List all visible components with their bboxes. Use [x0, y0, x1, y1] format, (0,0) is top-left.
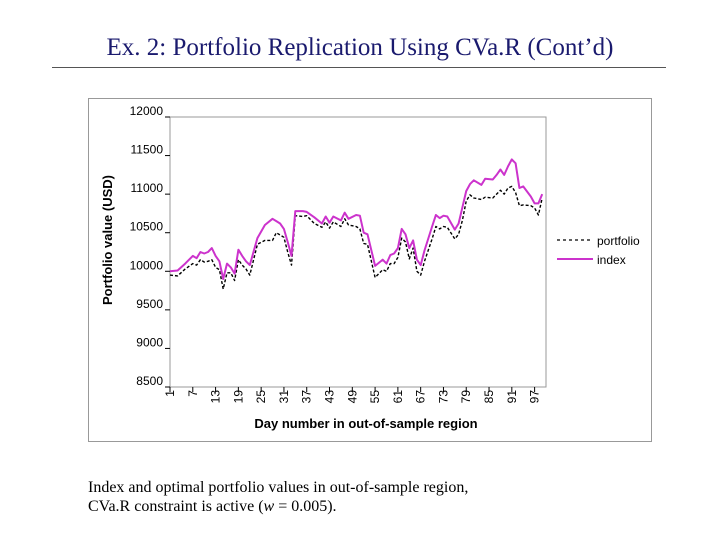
x-tick-label: 55 — [368, 390, 382, 404]
y-tick-label: 8500 — [136, 374, 163, 388]
x-tick-label: 79 — [459, 390, 473, 404]
x-axis-title: Day number in out-of-sample region — [254, 416, 477, 431]
x-tick-label: 91 — [505, 390, 519, 404]
y-tick-label: 12000 — [130, 104, 164, 118]
legend: portfolio index — [557, 234, 640, 267]
slide-title: Ex. 2: Portfolio Replication Using CVa.R… — [106, 34, 614, 61]
y-tick-label: 10500 — [130, 220, 164, 234]
x-tick-label: 7 — [186, 390, 200, 397]
series-line-index — [169, 158, 544, 280]
series-group — [169, 158, 544, 290]
y-tick-label: 11500 — [131, 143, 164, 157]
y-axis: 12000 11500 11000 10500 10000 9500 9000 8500 — [130, 104, 170, 388]
legend-label-portfolio: portfolio — [597, 234, 640, 248]
y-axis-title: Portfolio value (USD) — [100, 175, 115, 305]
x-tick-label: 25 — [254, 390, 268, 404]
x-tick-label: 73 — [436, 390, 450, 404]
y-tick-label: 10000 — [130, 258, 164, 272]
figure-caption: Index and optimal portfolio values in ou… — [88, 478, 608, 516]
x-tick-label: 85 — [482, 390, 496, 404]
x-tick-label: 67 — [414, 390, 428, 404]
plot-area — [169, 116, 547, 388]
caption-variable: w — [263, 498, 275, 515]
plot-frame — [169, 116, 547, 388]
caption-line-2-post: = 0.005). — [274, 498, 337, 515]
x-tick-label: 37 — [300, 390, 314, 404]
caption-line-2-pre: CVa.R constraint is active ( — [88, 498, 264, 515]
series-line-portfolio — [169, 185, 543, 290]
x-tick-label: 19 — [231, 390, 245, 404]
legend-label-index: index — [597, 253, 626, 267]
x-tick-label: 97 — [528, 390, 542, 404]
x-tick-label: 49 — [345, 390, 359, 404]
x-tick-label: 61 — [391, 390, 405, 404]
caption-line-1: Index and optimal portfolio values in ou… — [88, 479, 469, 496]
y-tick-label: 11000 — [131, 181, 164, 195]
x-tick-label: 1 — [163, 390, 177, 397]
x-tick-label: 13 — [209, 390, 223, 404]
x-tick-label: 43 — [323, 390, 337, 404]
title-divider — [52, 67, 666, 68]
y-tick-label: 9000 — [136, 335, 163, 349]
chart-container — [88, 98, 652, 442]
y-tick-label: 9500 — [136, 297, 163, 311]
x-tick-label: 31 — [277, 390, 291, 404]
x-axis: 1 7 13 19 25 31 37 43 49 55 61 67 73 79 85 91 97 — [163, 387, 542, 403]
